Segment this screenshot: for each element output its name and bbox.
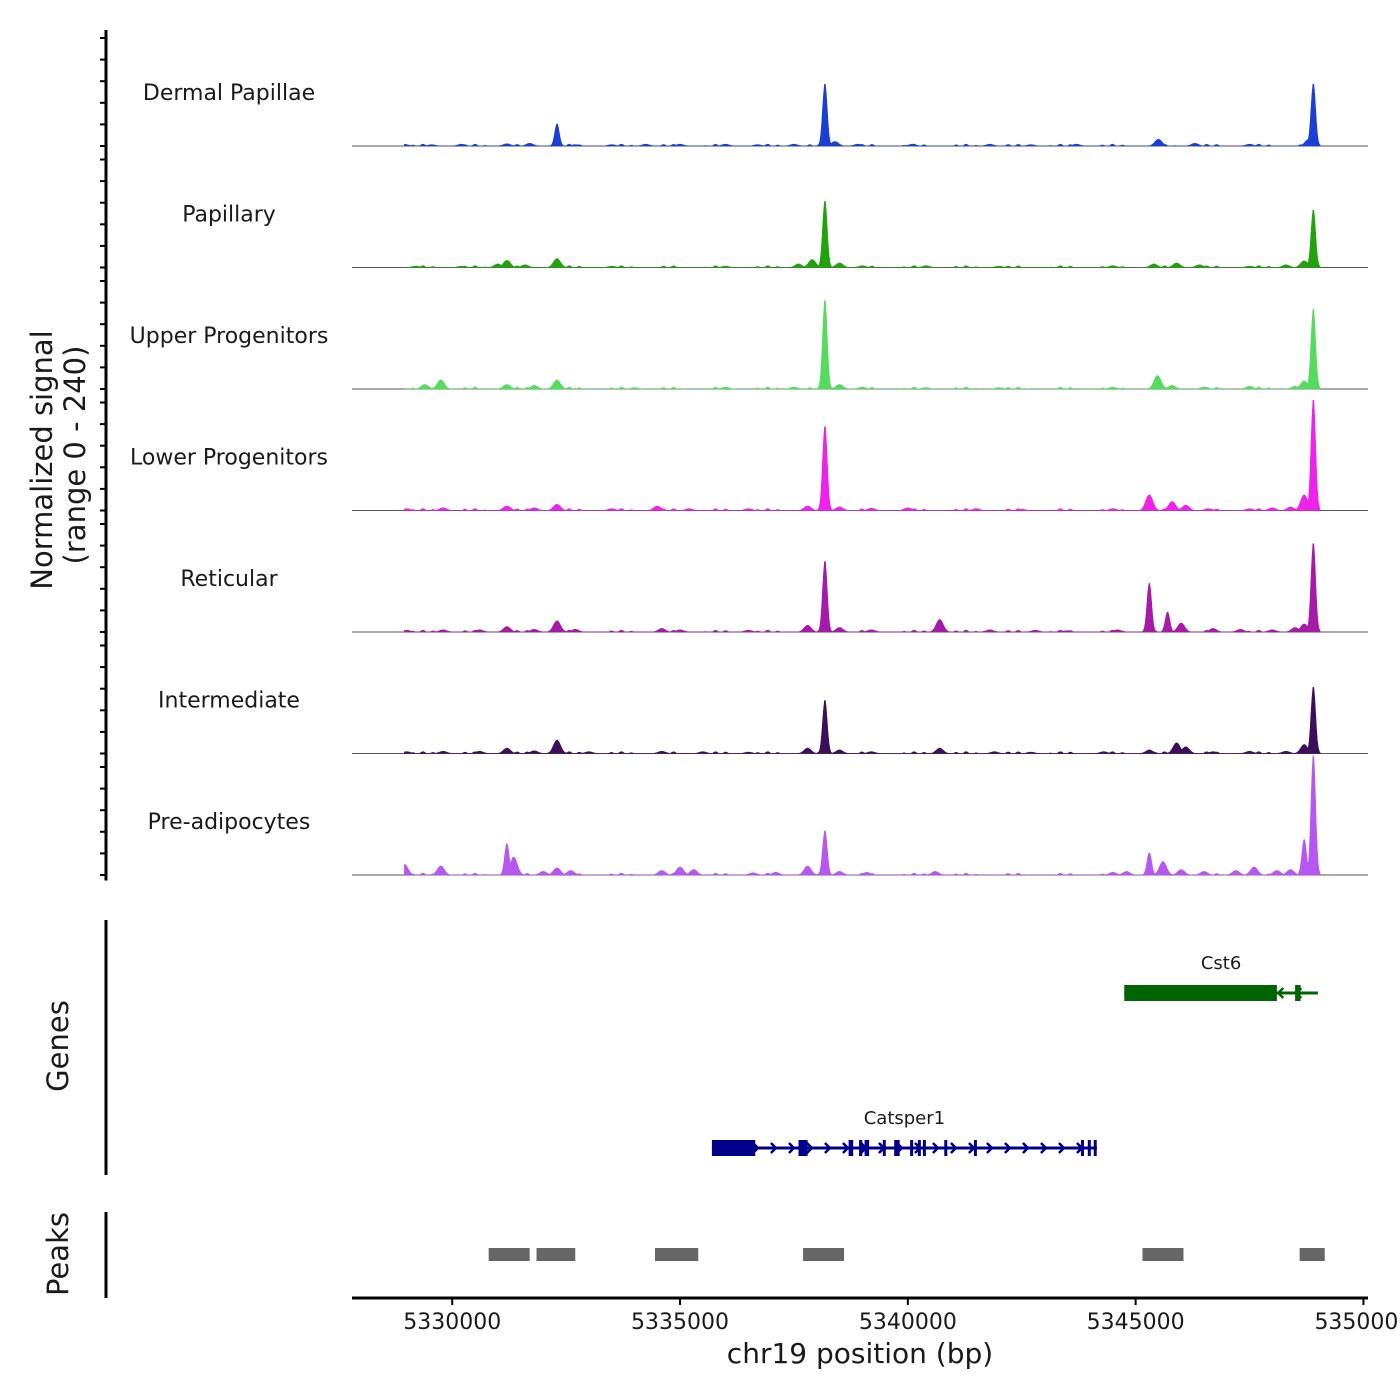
strand-chevron [1076,1142,1084,1154]
strand-chevron [1040,1142,1048,1154]
gene-exon [894,1140,900,1156]
coverage-area-dermal-papillae [404,84,1321,147]
strand-chevron [806,1142,814,1154]
track-pre-adipocytes: Pre-adipocytes [148,755,1368,876]
coverage-area-pre-adipocytes [404,755,1321,876]
genes-axis-label: Genes [41,1000,75,1092]
gene-exon [910,1140,914,1156]
strand-chevron [1276,987,1285,999]
strand-chevron [986,1142,994,1154]
gene-exon [798,1140,808,1156]
x-tick-label: 5335000 [631,1310,729,1335]
coverage-area-upper-progenitors [404,300,1321,390]
strand-chevron [1258,987,1267,999]
track-upper-progenitors: Upper Progenitors [130,300,1368,390]
peak-region [488,1248,530,1261]
strand-chevron [1022,1142,1030,1154]
peak-region [536,1248,576,1261]
gene-label-catsper1: Catsper1 [864,1108,945,1129]
peaks-axis-label: Peaks [41,1212,75,1296]
track-label-lower-progenitors: Lower Progenitors [130,446,328,471]
y-axis-label-line2: (range 0 - 240) [58,346,92,565]
x-tick-label: 5340000 [859,1310,957,1335]
gene-exon [711,1140,756,1156]
track-label-dermal-papillae: Dermal Papillae [143,81,315,106]
gene-exon [1124,985,1277,1001]
strand-chevron [716,1142,724,1154]
peak-region [1299,1248,1325,1261]
coverage-area-lower-progenitors [404,400,1321,511]
strand-chevron [770,1142,778,1154]
track-label-papillary: Papillary [182,203,276,228]
gene-exon [848,1140,854,1156]
coverage-area-intermediate [404,687,1321,754]
gene-exon [944,1140,948,1156]
strand-chevron [1204,987,1213,999]
strand-chevron [914,1142,922,1154]
coverage-area-reticular [404,543,1321,633]
gene-cst6: Cst6 [1124,953,1318,1001]
strand-chevron [1168,987,1177,999]
track-label-pre-adipocytes: Pre-adipocytes [148,810,311,835]
strand-chevron [1186,987,1195,999]
track-papillary: Papillary [182,201,1368,268]
x-axis-label: chr19 position (bp) [727,1337,993,1370]
strand-chevron [1240,987,1249,999]
strand-chevron [734,1142,742,1154]
track-reticular: Reticular [180,543,1368,633]
track-label-reticular: Reticular [180,567,278,592]
strand-chevron [1058,1142,1066,1154]
gene-exon [1087,1140,1091,1156]
x-tick-label: 5330000 [403,1310,501,1335]
peak-region [803,1248,845,1261]
gene-exon [859,1140,863,1156]
track-dermal-papillae: Dermal Papillae [143,81,1368,147]
strand-chevron [1004,1142,1012,1154]
gene-exon [922,1140,926,1156]
x-tick-label: 5350000 [1314,1310,1400,1335]
strand-chevron [1294,987,1303,999]
peak-region [1142,1248,1184,1261]
strand-chevron [1222,987,1231,999]
strand-chevron [878,1142,886,1154]
x-tick-label: 5345000 [1087,1310,1185,1335]
strand-chevron [842,1142,850,1154]
coverage-area-papillary [404,201,1321,268]
track-lower-progenitors: Lower Progenitors [130,400,1368,511]
gene-label-cst6: Cst6 [1201,953,1241,974]
strand-chevron [860,1142,868,1154]
strand-chevron [1132,987,1141,999]
peak-region [654,1248,699,1261]
gene-exon [1093,1140,1097,1156]
strand-chevron [968,1142,976,1154]
strand-chevron [932,1142,940,1154]
y-axis-label-line1: Normalized signal [25,330,59,589]
gene-catsper1: Catsper1 [711,1108,1097,1156]
strand-chevron [824,1142,832,1154]
strand-chevron [896,1142,904,1154]
track-label-upper-progenitors: Upper Progenitors [130,324,329,349]
strand-chevron [1150,987,1159,999]
strand-chevron [752,1142,760,1154]
strand-chevron [950,1142,958,1154]
strand-chevron [788,1142,796,1154]
track-intermediate: Intermediate [158,687,1368,754]
track-label-intermediate: Intermediate [158,689,300,714]
